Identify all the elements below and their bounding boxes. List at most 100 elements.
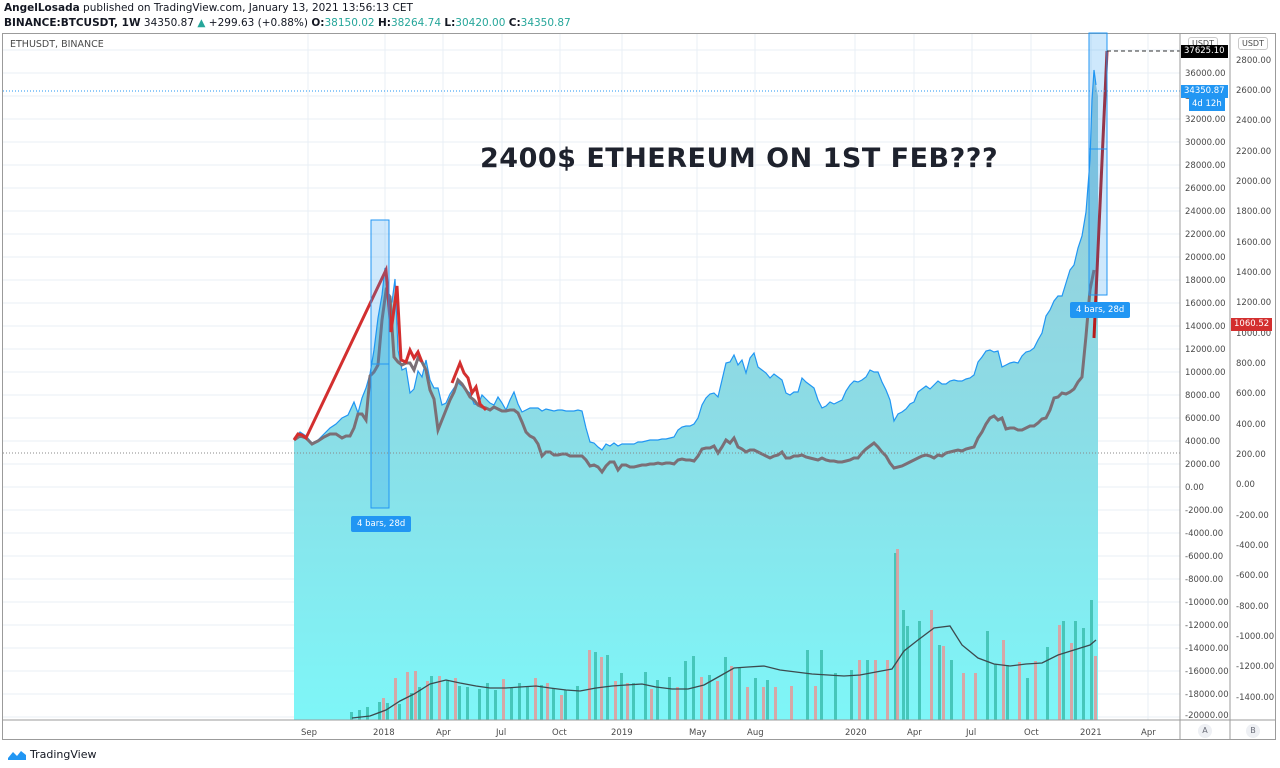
svg-text:Apr: Apr [1141,728,1156,738]
svg-text:400.00: 400.00 [1236,420,1266,430]
low-value: 30420.00 [455,17,506,29]
svg-text:24000.00: 24000.00 [1185,207,1226,217]
svg-text:30000.00: 30000.00 [1185,138,1226,148]
measure-label-2021[interactable]: 4 bars, 28d [1070,302,1131,318]
svg-text:800.00: 800.00 [1236,359,1266,369]
svg-text:26000.00: 26000.00 [1185,184,1226,194]
svg-text:-20000.00: -20000.00 [1185,711,1229,721]
svg-text:2400.00: 2400.00 [1236,116,1271,126]
chart-frame [2,33,1276,740]
svg-text:Apr: Apr [907,728,922,738]
scale-a-button[interactable]: A [1198,724,1212,738]
svg-text:2000.00: 2000.00 [1236,177,1271,187]
svg-text:Sep: Sep [301,728,317,738]
svg-text:-4000.00: -4000.00 [1185,529,1223,539]
price-change: +299.63 (+0.88%) [208,17,309,29]
svg-text:2021: 2021 [1080,728,1102,738]
svg-text:-1000.00: -1000.00 [1236,632,1274,642]
svg-text:-16000.00: -16000.00 [1185,667,1229,677]
volume-ma-line [351,625,1097,719]
svg-text:1800.00: 1800.00 [1236,207,1271,217]
svg-text:8000.00: 8000.00 [1185,391,1220,401]
eth-last-price-tag: 1060.52 [1231,318,1273,331]
svg-text:May: May [689,728,707,738]
svg-text:Apr: Apr [436,728,451,738]
open-value: 38150.02 [324,17,375,29]
svg-text:20000.00: 20000.00 [1185,253,1226,263]
btc-line [293,69,1097,451]
svg-text:14000.00: 14000.00 [1185,322,1226,332]
tradingview-footer[interactable]: TradingView [8,748,96,761]
eth-projection-2018 [292,264,424,441]
svg-text:1400.00: 1400.00 [1236,268,1271,278]
svg-text:10000.00: 10000.00 [1185,368,1226,378]
svg-text:1000.00: 1000.00 [1236,329,1271,339]
svg-text:6000.00: 6000.00 [1185,414,1220,424]
svg-text:-600.00: -600.00 [1236,571,1269,581]
overlay-symbol-title: ETHUSDT, BINANCE [10,39,104,50]
measure-label-2018[interactable]: 4 bars, 28d [351,516,412,532]
open-label: O: [311,17,325,29]
svg-text:36000.00: 36000.00 [1185,69,1226,79]
svg-text:16000.00: 16000.00 [1185,299,1226,309]
svg-text:0.00: 0.00 [1185,483,1204,493]
svg-text:-14000.00: -14000.00 [1185,644,1229,654]
svg-text:-10000.00: -10000.00 [1185,598,1229,608]
scale-b-button[interactable]: B [1246,724,1260,738]
svg-text:-6000.00: -6000.00 [1185,552,1223,562]
chart-annotation-text[interactable]: 2400$ ETHEREUM ON 1ST FEB??? [480,143,999,174]
svg-text:4000.00: 4000.00 [1185,437,1220,447]
last-price: 34350.87 [143,17,195,29]
svg-text:600.00: 600.00 [1236,389,1266,399]
eth-line [293,269,1096,475]
svg-text:1600.00: 1600.00 [1236,238,1271,248]
time-scale: Sep 2018 Apr Jul Oct 2019 May Aug 2020 Apr Jul O… [301,728,1156,738]
svg-text:-200.00: -200.00 [1236,511,1269,521]
published-text: published on TradingView.com, January 13… [83,2,413,14]
svg-text:32000.00: 32000.00 [1185,115,1226,125]
btc-last-price-tag: 34350.87 [1181,85,1228,98]
svg-text:28000.00: 28000.00 [1185,161,1226,171]
footer-brand: TradingView [30,748,97,761]
tradingview-logo-icon [8,751,26,760]
eth-price-scale: 2800.00 2600.00 2400.00 2200.00 2000.00 1800… [1236,56,1274,703]
svg-text:-400.00: -400.00 [1236,541,1269,551]
svg-text:2020: 2020 [845,728,867,738]
btc-high-price-tag: 37625.10 [1181,45,1228,58]
svg-text:Oct: Oct [1024,728,1039,738]
svg-text:-18000.00: -18000.00 [1185,690,1229,700]
svg-text:2000.00: 2000.00 [1185,460,1220,470]
svg-text:Jul: Jul [495,728,506,738]
bar-countdown-tag: 4d 12h [1189,98,1225,111]
up-arrow-icon: ▲ [197,17,206,29]
svg-text:Aug: Aug [747,728,764,738]
legend-row: BINANCE:BTCUSDT, 1W 34350.87 ▲ +299.63 (… [4,16,571,31]
svg-text:-2000.00: -2000.00 [1185,506,1223,516]
svg-text:-1400.00: -1400.00 [1236,693,1274,703]
eth-projection-2021 [1092,50,1109,339]
svg-text:2600.00: 2600.00 [1236,86,1271,96]
eth-scale-unit[interactable]: USDT [1238,37,1268,50]
svg-text:18000.00: 18000.00 [1185,276,1226,286]
svg-text:2200.00: 2200.00 [1236,147,1271,157]
svg-text:-8000.00: -8000.00 [1185,575,1223,585]
svg-text:-1200.00: -1200.00 [1236,662,1274,672]
close-label: C: [508,17,521,29]
svg-text:1200.00: 1200.00 [1236,298,1271,308]
svg-text:2800.00: 2800.00 [1236,56,1271,66]
svg-text:2018: 2018 [373,728,395,738]
svg-text:200.00: 200.00 [1236,450,1266,460]
publish-header: AngelLosada published on TradingView.com… [4,1,571,31]
svg-text:Jul: Jul [965,728,976,738]
low-label: L: [444,17,456,29]
measure-box-2021 [1088,32,1108,296]
high-label: H: [377,17,391,29]
svg-text:12000.00: 12000.00 [1185,345,1226,355]
volume-bars [350,549,1097,720]
svg-text:-800.00: -800.00 [1236,602,1269,612]
symbol-label: BINANCE:BTCUSDT, 1W [4,17,141,29]
svg-text:Oct: Oct [552,728,567,738]
author-name[interactable]: AngelLosada [4,2,80,14]
